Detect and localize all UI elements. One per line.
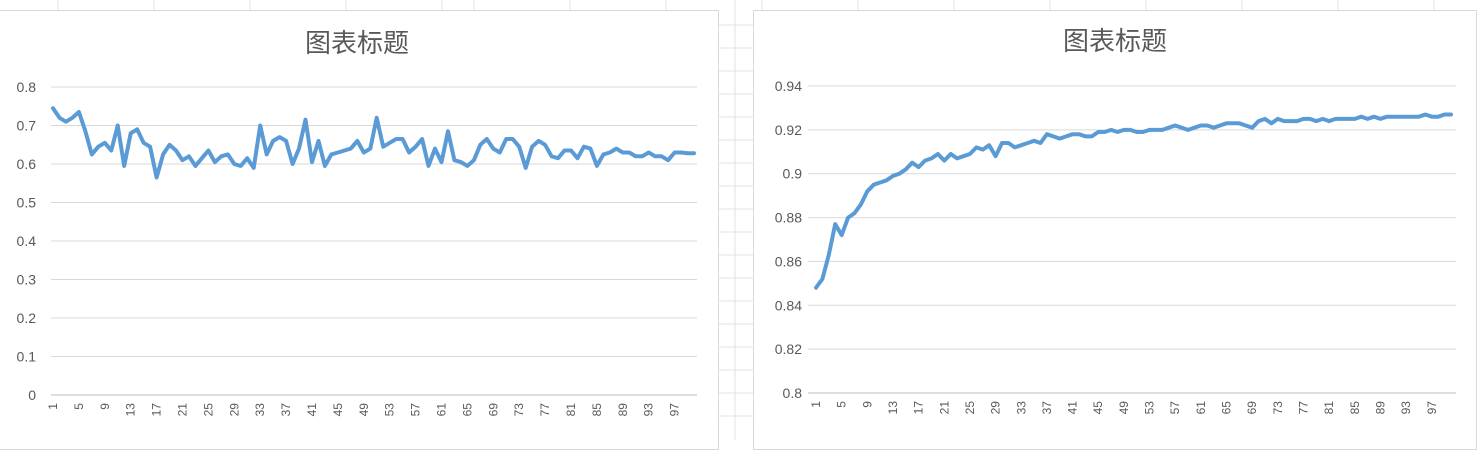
x-tick-label: 57 [409, 403, 423, 417]
y-tick-label: 0 [28, 387, 36, 403]
x-tick-label: 37 [279, 403, 293, 417]
spreadsheet-grid [57, 0, 1435, 440]
x-tick-label: 89 [616, 403, 630, 417]
x-tick-label: 81 [1322, 401, 1336, 415]
x-tick-label: 45 [1091, 401, 1105, 415]
x-tick-label: 53 [383, 403, 397, 417]
x-tick-label: 21 [937, 401, 951, 415]
series-line [814, 112, 1453, 290]
x-tick-label: 29 [989, 401, 1003, 415]
x-tick-label: 49 [1117, 401, 1131, 415]
y-tick-label: 0.86 [775, 253, 802, 269]
x-tick-label: 77 [1296, 401, 1310, 415]
y-tick-label: 0.3 [17, 272, 37, 288]
x-tick-label: 85 [1348, 401, 1362, 415]
y-tick-label: 0.8 [783, 385, 803, 401]
x-tick-label: 53 [1143, 401, 1157, 415]
x-tick-label: 1 [809, 401, 823, 408]
x-tick-label: 61 [434, 403, 448, 417]
x-tick-label: 13 [886, 401, 900, 415]
x-tick-label: 41 [1066, 401, 1080, 415]
x-tick-label: 65 [460, 403, 474, 417]
y-tick-label: 0.92 [775, 122, 802, 138]
x-tick-label: 97 [1425, 401, 1439, 415]
chart-panel-left[interactable]: 图表标题 0 0.1 0.2 0.3 0.4 0.5 0.6 0.7 0.8 1 5 9 13 17 21 25… [0, 10, 719, 450]
chart-title: 图表标题 [305, 29, 409, 59]
line-chart-left: 图表标题 0 0.1 0.2 0.3 0.4 0.5 0.6 0.7 0.8 1 5 9 13 17 21 25… [17, 29, 697, 417]
x-tick-label: 13 [124, 403, 138, 417]
x-tick-label: 93 [642, 403, 656, 417]
y-tick-label: 0.7 [17, 118, 37, 134]
x-tick-label: 5 [72, 403, 86, 410]
x-tick-label: 45 [331, 403, 345, 417]
x-tick-label: 73 [512, 403, 526, 417]
x-tick-label: 25 [963, 401, 977, 415]
chart-panel-right[interactable]: 图表标题 0.8 0.82 0.84 0.86 0.88 0.9 0.92 0.94 1 5 9 13 1… [753, 10, 1477, 450]
y-tick-label: 0.4 [17, 233, 37, 249]
x-tick-label: 5 [835, 401, 849, 408]
x-tick-label: 17 [912, 401, 926, 415]
y-tick-label: 0.8 [17, 79, 37, 95]
x-tick-label: 61 [1194, 401, 1208, 415]
x-tick-label: 65 [1220, 401, 1234, 415]
x-tick-label: 1 [46, 403, 60, 410]
y-tick-label: 0.88 [775, 210, 802, 226]
x-tick-label: 29 [227, 403, 241, 417]
x-tick-label: 89 [1373, 401, 1387, 415]
x-tick-label: 9 [860, 401, 874, 408]
y-tick-label: 0.84 [775, 297, 802, 313]
x-tick-label: 85 [590, 403, 604, 417]
x-tick-label: 37 [1040, 401, 1054, 415]
x-tick-label: 21 [175, 403, 189, 417]
x-tick-label: 69 [486, 403, 500, 417]
x-tick-label: 41 [305, 403, 319, 417]
x-tick-label: 17 [150, 403, 164, 417]
y-tick-label: 0.5 [17, 195, 37, 211]
x-tick-label: 93 [1399, 401, 1413, 415]
x-tick-label: 81 [564, 403, 578, 417]
chart-title: 图表标题 [1063, 27, 1167, 57]
y-tick-label: 0.94 [775, 78, 802, 94]
line-chart-right: 图表标题 0.8 0.82 0.84 0.86 0.88 0.9 0.92 0.94 1 5 9 13 1… [775, 27, 1456, 415]
x-tick-label: 33 [1014, 401, 1028, 415]
y-tick-label: 0.9 [783, 166, 803, 182]
series-line [51, 106, 696, 180]
x-tick-label: 25 [201, 403, 215, 417]
x-tick-label: 9 [98, 403, 112, 410]
y-tick-label: 0.1 [17, 349, 37, 365]
y-tick-label: 0.82 [775, 341, 802, 357]
y-tick-label: 0.2 [17, 310, 37, 326]
x-tick-label: 77 [538, 403, 552, 417]
x-tick-label: 57 [1168, 401, 1182, 415]
y-tick-label: 0.6 [17, 156, 37, 172]
x-tick-label: 73 [1271, 401, 1285, 415]
x-tick-label: 49 [357, 403, 371, 417]
x-tick-label: 69 [1245, 401, 1259, 415]
x-tick-label: 97 [668, 403, 682, 417]
x-tick-label: 33 [253, 403, 267, 417]
